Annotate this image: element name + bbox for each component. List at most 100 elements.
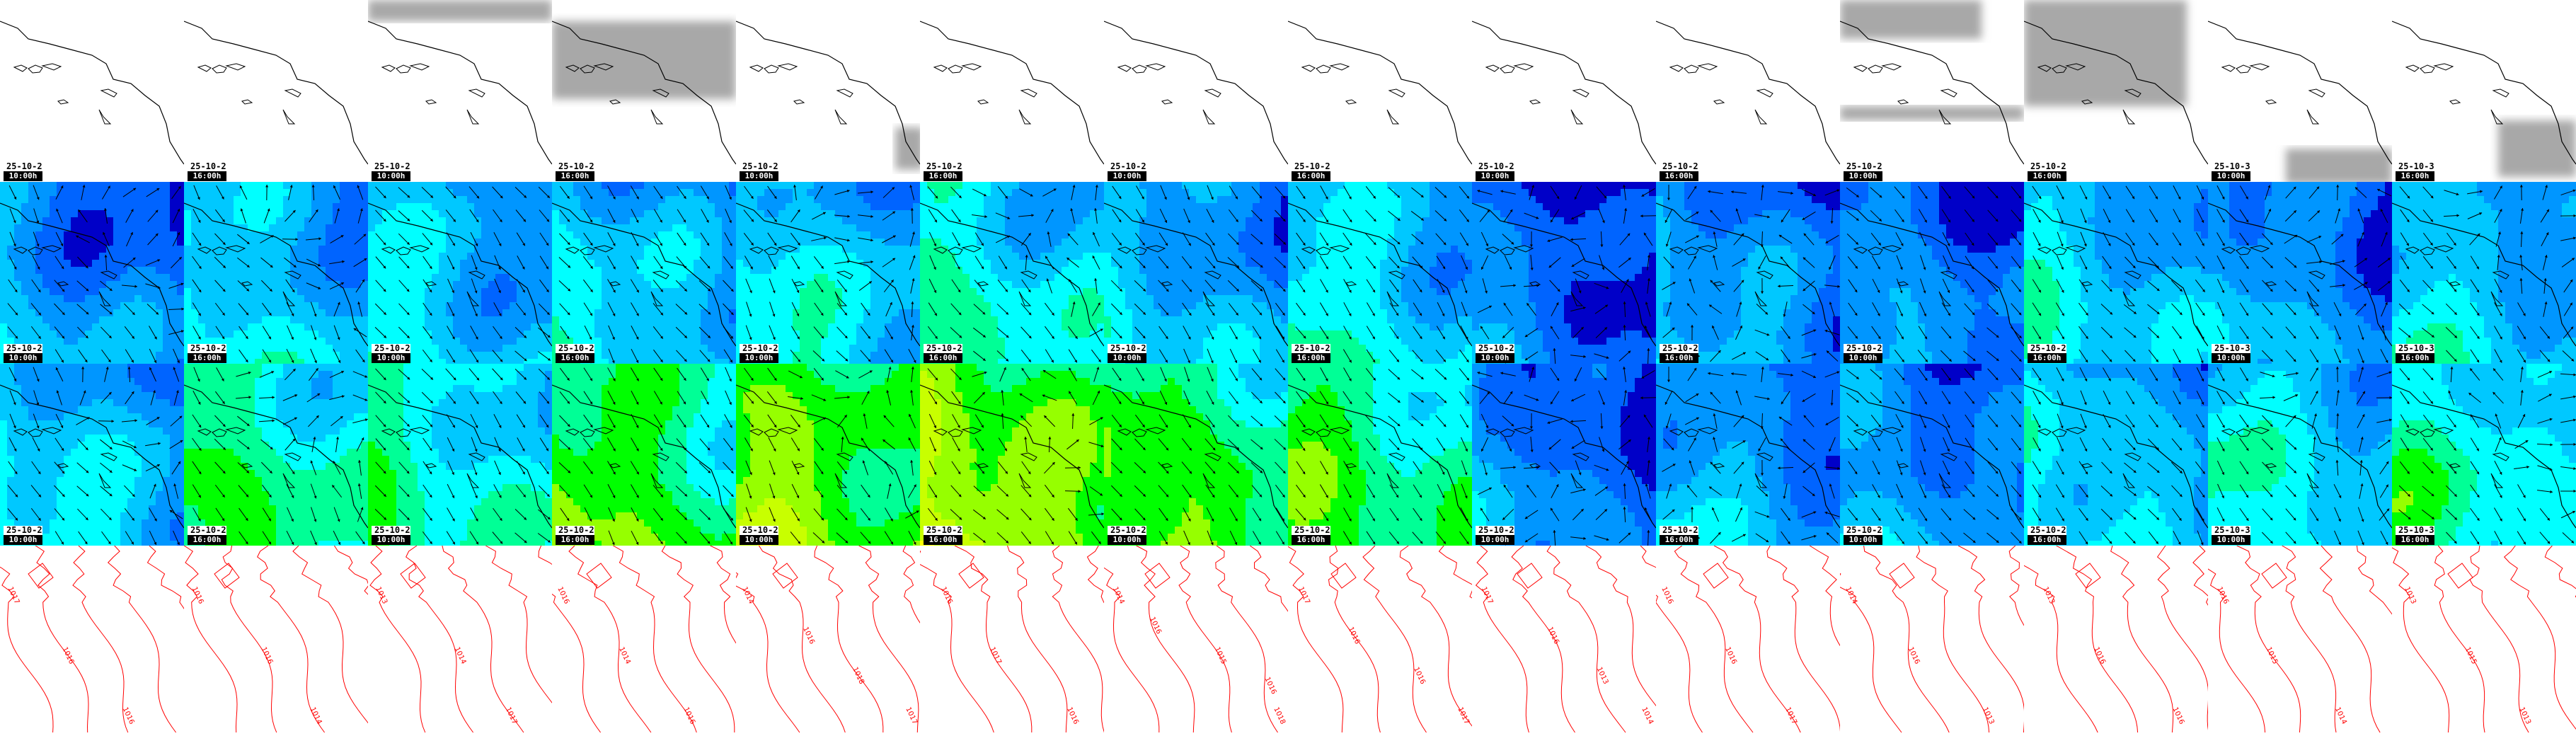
field-cell [984, 210, 991, 217]
field-cell [715, 295, 722, 302]
field-cell [665, 246, 672, 253]
field-cell [219, 323, 226, 330]
field-cell [290, 274, 297, 281]
field-cell [984, 196, 991, 203]
field-cell [955, 330, 962, 338]
field-cell [99, 281, 106, 288]
field-cell [920, 224, 927, 231]
coastline [2024, 21, 2208, 165]
field-cell [99, 274, 106, 281]
field-cell [679, 338, 686, 345]
field-cell [418, 253, 425, 260]
field-cell [962, 359, 970, 364]
wind-arrow-head [498, 313, 502, 316]
wind-arrow-head [910, 208, 914, 211]
field-cell [686, 224, 694, 231]
field-cell [941, 274, 948, 281]
field-cell [1097, 238, 1104, 246]
field-cell [644, 309, 651, 316]
field-cell [64, 246, 71, 253]
field-cell [71, 330, 78, 338]
field-cell [807, 246, 814, 253]
wind-arrow [858, 214, 873, 217]
field-cell [481, 281, 488, 288]
field-cell [708, 359, 715, 364]
field-cell [248, 203, 255, 210]
field-cell [510, 217, 517, 224]
field-cell [311, 302, 318, 309]
field-cell [85, 352, 92, 359]
wind-arrow-head [707, 359, 711, 362]
wind-arrow-head [1028, 359, 1031, 362]
field-cell [863, 182, 870, 189]
field-cell [587, 323, 594, 330]
field-cell [524, 210, 531, 217]
field-cell [531, 309, 538, 316]
field-cell [878, 182, 885, 189]
field-cell [1076, 316, 1083, 323]
wind-arrow [214, 209, 226, 223]
field-cell [616, 196, 623, 203]
wind-arrow [811, 212, 827, 220]
field-cell [580, 189, 587, 196]
field-cell [241, 189, 248, 196]
wind-arrow [952, 232, 960, 246]
wind-arrow-head [452, 360, 455, 363]
island-outline [13, 64, 28, 72]
island-outline [197, 246, 212, 254]
field-cell [743, 246, 750, 253]
field-cell [333, 238, 340, 246]
field-cell [1033, 302, 1040, 309]
field-cell [0, 203, 7, 210]
field-cell [970, 302, 977, 309]
field-cell [1005, 316, 1012, 323]
field-cell [177, 238, 184, 246]
field-cell [1005, 338, 1012, 345]
field-cell [50, 309, 57, 316]
field-cell [205, 189, 212, 196]
field-cell [531, 210, 538, 217]
field-cell [679, 345, 686, 352]
field-cell [269, 274, 276, 281]
field-cell [793, 345, 800, 352]
field-cell [892, 224, 899, 231]
field-cell [510, 246, 517, 253]
field-cell [1076, 182, 1083, 189]
field-cell [120, 281, 127, 288]
field-cell [623, 224, 630, 231]
field-cell [580, 231, 587, 238]
field-cell [771, 302, 778, 309]
field-cell [722, 267, 729, 274]
field-cell [1040, 182, 1047, 189]
field-cell [970, 196, 977, 203]
field-cell [984, 267, 991, 274]
field-cell [899, 359, 906, 364]
field-cell [665, 309, 672, 316]
field-cell [361, 295, 368, 302]
wind-arrow [909, 185, 915, 200]
field-cell [361, 196, 368, 203]
field-cell [849, 359, 856, 364]
field-cell [418, 231, 425, 238]
cloud-area [1840, 0, 1982, 39]
field-cell [127, 231, 134, 238]
field-cell [1012, 182, 1019, 189]
field-cell [1026, 316, 1033, 323]
field-cell [262, 246, 269, 253]
field-cell [333, 196, 340, 203]
field-cell [977, 224, 984, 231]
wind-arrow [357, 185, 364, 200]
field-cell [729, 352, 736, 359]
wind-arrow-head [1047, 231, 1050, 234]
field-cell [262, 309, 269, 316]
coastline [1104, 21, 1288, 165]
field-cell [736, 203, 743, 210]
field-cell [899, 182, 906, 189]
field-cell [644, 210, 651, 217]
field-cell [757, 217, 764, 224]
island-outline [100, 88, 117, 98]
wind-arrow-head [406, 289, 410, 292]
field-cell [552, 302, 559, 309]
field-cell [14, 224, 21, 231]
wind-arrow-head [612, 337, 615, 340]
